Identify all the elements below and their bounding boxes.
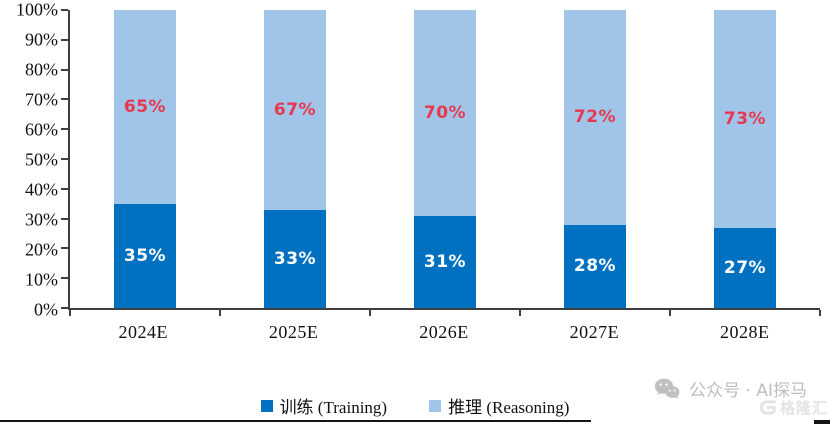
bar-segment-reasoning: 73% (714, 10, 776, 228)
bar-value-label: 67% (273, 99, 317, 120)
legend-marker (260, 399, 273, 412)
x-axis-tick-mark (369, 310, 371, 316)
bar-value-label: 31% (423, 251, 467, 272)
bar-value-label: 65% (123, 96, 167, 117)
y-axis-tick-mark (61, 98, 68, 101)
x-axis-category-label: 2024E (118, 322, 168, 342)
y-axis-tick-label: 20% (25, 239, 58, 260)
bar-value-label: 28% (573, 256, 617, 277)
x-axis-tick-mark (819, 310, 821, 316)
y-axis-tick-mark (61, 307, 68, 309)
x-axis-labels: 2024E 2025E 2026E 2027E 2028E (68, 322, 820, 346)
legend-label: 推理 (Reasoning) (448, 398, 570, 417)
plot-area: 35% 65% 33% 67% 31% 70% 28% 72% 27% 73% (61, 9, 821, 316)
gelonghui-g-icon (759, 398, 778, 417)
y-axis-tick-mark (61, 277, 68, 280)
y-axis-tick-label: 50% (25, 149, 58, 170)
y-axis-tick-label: 10% (25, 269, 58, 290)
bar-segment-training: 31% (414, 215, 476, 308)
y-axis-tick-mark (61, 247, 68, 250)
y-axis-tick-label: 40% (25, 179, 58, 200)
x-axis-tick-mark (219, 310, 221, 316)
wechat-icon (654, 378, 680, 400)
legend-item: 推理 (Reasoning) (429, 393, 569, 418)
bottom-divider (0, 420, 591, 422)
legend-item: 训练 (Training) (260, 393, 388, 418)
bar-segment-reasoning: 67% (264, 10, 326, 210)
bar-value-label: 33% (273, 248, 317, 269)
y-axis-tick-label: 30% (25, 209, 58, 230)
gelonghui-text: 格隆汇 (779, 399, 828, 417)
y-axis-tick-mark (61, 187, 68, 190)
bar-value-label: 73% (723, 108, 767, 129)
gelonghui-logo: 格隆汇 (759, 397, 828, 418)
y-axis-tick-label: 80% (25, 59, 58, 80)
bar-segment-reasoning: 70% (414, 10, 476, 216)
bar-segment-training: 27% (714, 227, 776, 308)
x-axis-tick-mark (69, 310, 71, 316)
bar-value-label: 70% (423, 102, 467, 123)
y-axis-tick-label: 70% (25, 89, 58, 110)
watermark-text: 公众号 · AI探马 (689, 381, 807, 401)
x-axis-category-label: 2026E (419, 322, 469, 342)
legend: 训练 (Training) 推理 (Reasoning) (0, 393, 830, 418)
y-axis-tick-mark (61, 128, 68, 131)
y-axis-tick-label: 100% (16, 0, 58, 20)
x-axis-category-label: 2028E (720, 322, 770, 342)
y-axis-tick-mark (61, 158, 68, 160)
y-axis-tick-label: 0% (34, 299, 58, 320)
bar-segment-training: 33% (264, 209, 326, 308)
y-axis-tick-mark (61, 9, 68, 11)
x-axis-category-label: 2027E (569, 322, 620, 342)
bar-value-label: 27% (723, 257, 767, 278)
watermark: 公众号 · AI探马 (654, 376, 807, 401)
bar-segment-reasoning: 65% (114, 10, 176, 204)
y-axis-tick-label: 90% (25, 29, 58, 50)
bar-segment-reasoning: 72% (564, 10, 626, 225)
bar-value-label: 72% (573, 107, 617, 128)
y-axis-labels: 0% 10% 20% 30% 40% 50% 60% 70% 80% 90% 100% (0, 0, 60, 320)
x-axis-tick-mark (519, 310, 521, 316)
legend-marker (429, 399, 442, 412)
corner-mark (814, 420, 830, 424)
x-axis-category-label: 2025E (268, 322, 319, 342)
x-axis-tick-mark (669, 310, 671, 316)
legend-label: 训练 (Training) (279, 398, 388, 417)
bar-value-label: 35% (123, 245, 167, 266)
bar-segment-training: 35% (114, 203, 176, 308)
y-axis-tick-label: 60% (25, 119, 58, 140)
y-axis-tick-mark (61, 68, 68, 71)
y-axis-tick-mark (61, 217, 68, 220)
y-axis-tick-mark (61, 38, 68, 41)
bar-segment-training: 28% (564, 224, 626, 308)
